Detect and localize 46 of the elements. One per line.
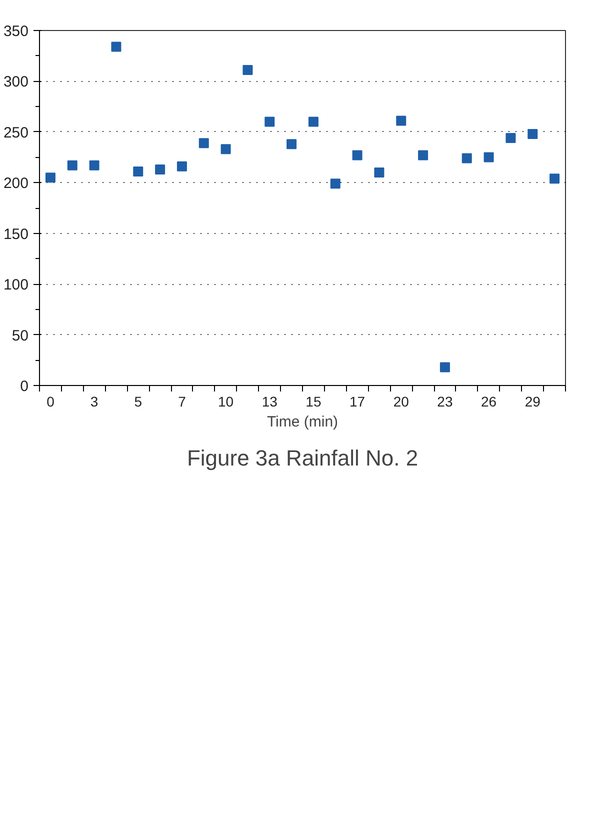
- point: [418, 150, 428, 160]
- point: [308, 116, 318, 127]
- point: [528, 128, 538, 139]
- text: Figure 3a Rainfall No. 2: [186, 446, 418, 470]
- point: [242, 65, 253, 76]
- point: [45, 172, 56, 183]
- y-tick-label: 350: [3, 23, 29, 40]
- x-axis-title: Time (min): [266, 414, 338, 430]
- point: [198, 138, 209, 148]
- x-tick-label: 20: [393, 394, 410, 410]
- x-tick-label: 7: [178, 394, 186, 410]
- point: [133, 166, 144, 176]
- y-tick-label: 50: [12, 327, 29, 344]
- y-tick-label: 150: [3, 226, 29, 243]
- x-tick-label: 0: [46, 394, 55, 410]
- point: [462, 153, 472, 164]
- x-tick-label: 23: [437, 394, 453, 410]
- point: [352, 150, 362, 160]
- point: [111, 42, 122, 52]
- point: [155, 164, 166, 174]
- point: [89, 160, 100, 170]
- point: [506, 133, 516, 144]
- point: [67, 160, 78, 170]
- x-tick-label: 17: [350, 394, 366, 410]
- x-tick-label: 15: [306, 394, 322, 410]
- x-tick-label: 13: [262, 394, 278, 410]
- point: [374, 168, 384, 178]
- y-tick-label: 250: [3, 124, 29, 142]
- y-tick-label: 300: [3, 74, 29, 91]
- x-tick-label: 3: [90, 394, 98, 410]
- point: [440, 362, 450, 372]
- x-tick-label: 10: [218, 394, 234, 410]
- x-tick-label: 5: [134, 394, 142, 410]
- point: [396, 116, 406, 126]
- point: [220, 144, 231, 154]
- y-tick-label: 100: [3, 276, 29, 294]
- point: [550, 174, 560, 184]
- point: [484, 152, 494, 162]
- point: [176, 161, 187, 172]
- y-tick-label: 0: [20, 378, 28, 395]
- x-tick-label: 26: [481, 394, 497, 410]
- point: [286, 139, 297, 150]
- y-tick-label: 200: [3, 175, 29, 192]
- point: [264, 116, 275, 127]
- x-tick-label: 29: [524, 394, 541, 410]
- point: [330, 178, 340, 189]
